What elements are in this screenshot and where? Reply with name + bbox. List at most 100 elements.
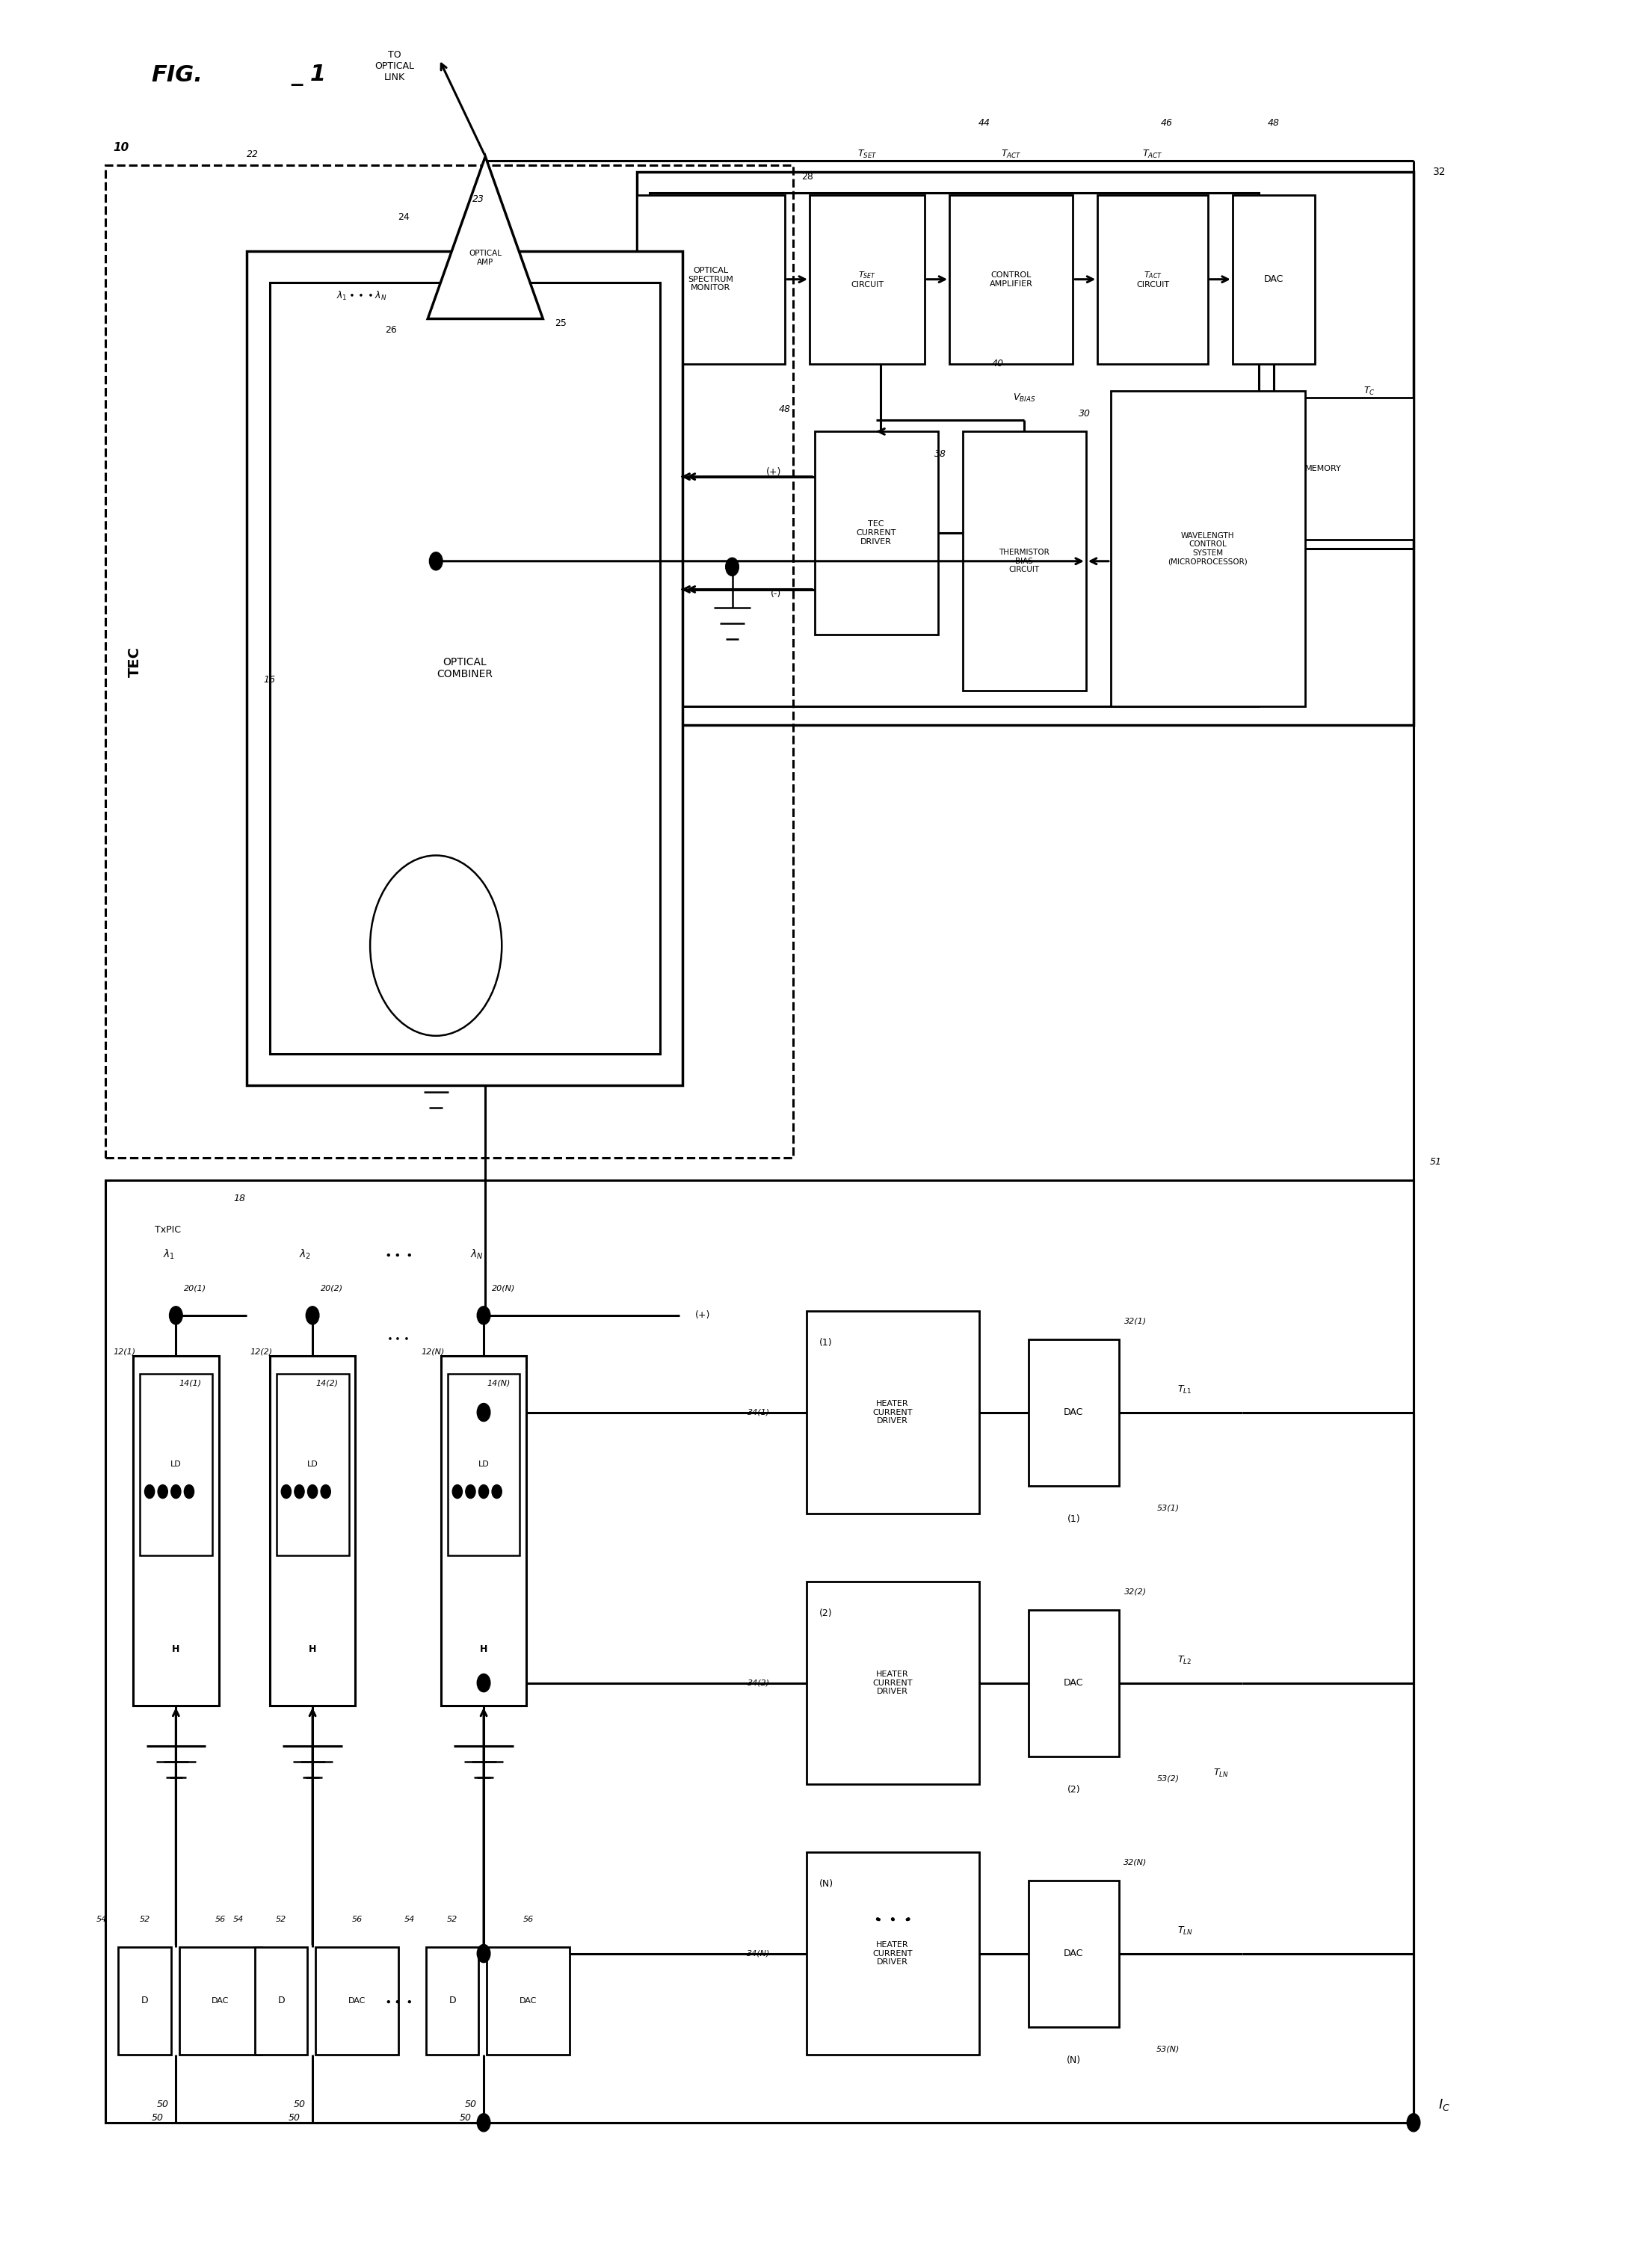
Text: 22: 22 — [246, 149, 259, 158]
Bar — [468, 332, 504, 382]
Circle shape — [477, 1307, 491, 1325]
Bar — [276, 1372, 349, 1556]
Text: 16: 16 — [263, 674, 276, 685]
Text: (N): (N) — [1067, 2055, 1080, 2067]
Circle shape — [430, 552, 443, 570]
Bar — [269, 1357, 355, 1705]
Text: 50: 50 — [294, 2100, 306, 2110]
Text: OPTICAL
AMP: OPTICAL AMP — [469, 249, 502, 267]
Text: $I_C$: $I_C$ — [1439, 2098, 1450, 2112]
Text: DAC: DAC — [211, 1996, 230, 2006]
Text: 34(1): 34(1) — [747, 1409, 770, 1415]
Text: 53(1): 53(1) — [1156, 1504, 1180, 1513]
Text: 56: 56 — [215, 1915, 226, 1924]
Text: OPTICAL
COMBINER: OPTICAL COMBINER — [436, 658, 492, 681]
Bar — [1029, 1881, 1118, 2026]
Text: 12(N): 12(N) — [421, 1348, 444, 1354]
Text: 48: 48 — [778, 405, 791, 414]
Text: H: H — [309, 1644, 317, 1655]
Text: 51: 51 — [1431, 1158, 1442, 1167]
Bar — [140, 1372, 211, 1556]
Bar — [1110, 391, 1305, 708]
Text: 50: 50 — [157, 2100, 169, 2110]
Text: 54: 54 — [96, 1915, 107, 1924]
Bar — [806, 1580, 980, 1784]
Text: $T_{SET}$
CIRCUIT: $T_{SET}$ CIRCUIT — [851, 269, 884, 289]
Circle shape — [145, 1485, 155, 1499]
Text: LD: LD — [307, 1461, 319, 1467]
Circle shape — [477, 1673, 491, 1691]
Circle shape — [477, 1944, 491, 1963]
Text: 20(1): 20(1) — [183, 1284, 206, 1291]
Text: 32(2): 32(2) — [1123, 1587, 1146, 1596]
Text: TO
OPTICAL
LINK: TO OPTICAL LINK — [375, 50, 415, 81]
Text: $\bullet\bullet\bullet$: $\bullet\bullet\bullet$ — [387, 1334, 410, 1343]
Bar — [448, 1372, 520, 1556]
Text: 36: 36 — [370, 945, 382, 954]
Text: 46: 46 — [1161, 118, 1173, 127]
Text: $\lambda_1 \bullet\bullet\bullet \lambda_N$: $\lambda_1 \bullet\bullet\bullet \lambda… — [337, 289, 387, 303]
Text: 48: 48 — [1267, 118, 1280, 127]
Text: 54: 54 — [233, 1915, 244, 1924]
Text: $T_{SET}$: $T_{SET}$ — [857, 149, 877, 161]
Text: $\bullet$  $\bullet$  $\bullet$: $\bullet$ $\bullet$ $\bullet$ — [874, 1913, 912, 1926]
Bar — [1232, 194, 1315, 364]
Text: $\lambda_1$: $\lambda_1$ — [164, 1248, 175, 1262]
Bar — [1029, 1610, 1118, 1757]
Text: DAC: DAC — [1064, 1678, 1084, 1687]
Circle shape — [453, 1485, 463, 1499]
Text: DAC: DAC — [519, 1996, 537, 2006]
Circle shape — [466, 1485, 476, 1499]
Circle shape — [307, 1485, 317, 1499]
Text: (N): (N) — [819, 1879, 833, 1888]
Text: 34(2): 34(2) — [747, 1680, 770, 1687]
Text: (1): (1) — [1067, 1515, 1080, 1524]
Text: 50: 50 — [289, 2114, 301, 2123]
Text: $T_C$: $T_C$ — [1363, 384, 1374, 396]
Text: DAC: DAC — [1064, 1949, 1084, 1958]
Circle shape — [477, 2114, 491, 2132]
Text: $\bullet\bullet\bullet$: $\bullet\bullet\bullet$ — [385, 1248, 411, 1259]
Text: 53(2): 53(2) — [1156, 1775, 1180, 1782]
Text: 14(2): 14(2) — [316, 1379, 339, 1386]
Text: $T_{L1}$: $T_{L1}$ — [1178, 1384, 1193, 1395]
Bar — [814, 432, 938, 635]
Bar — [649, 192, 1259, 708]
Circle shape — [492, 1485, 502, 1499]
Circle shape — [294, 1485, 304, 1499]
Text: 25: 25 — [555, 319, 567, 328]
Text: 54: 54 — [405, 1915, 415, 1924]
Text: TEC: TEC — [127, 647, 142, 676]
Text: 23: 23 — [472, 194, 484, 203]
Text: 53(N): 53(N) — [1156, 2046, 1180, 2053]
Circle shape — [477, 1404, 491, 1422]
Text: 32: 32 — [1434, 167, 1447, 176]
Text: 12(2): 12(2) — [249, 1348, 273, 1354]
Text: 14(N): 14(N) — [487, 1379, 510, 1386]
Text: 40: 40 — [991, 359, 1003, 369]
Text: 52: 52 — [448, 1915, 458, 1924]
Text: HEATER
CURRENT
DRIVER: HEATER CURRENT DRIVER — [872, 1942, 912, 1965]
Bar — [1232, 398, 1414, 540]
Bar — [963, 432, 1085, 692]
Text: (+): (+) — [695, 1311, 710, 1320]
Text: FIG.: FIG. — [152, 63, 203, 86]
Circle shape — [479, 1485, 489, 1499]
Circle shape — [370, 855, 502, 1036]
Text: 32(1): 32(1) — [1123, 1318, 1146, 1325]
Text: D: D — [140, 1996, 149, 2006]
Text: 38: 38 — [933, 450, 947, 459]
Text: 30: 30 — [1079, 409, 1090, 418]
Text: DAC: DAC — [1264, 274, 1284, 285]
Text: $T_{ACT}$
CIRCUIT: $T_{ACT}$ CIRCUIT — [1137, 269, 1170, 289]
Bar — [1097, 194, 1208, 364]
Text: 20(N): 20(N) — [492, 1284, 515, 1291]
Circle shape — [306, 1307, 319, 1325]
Bar — [441, 1357, 527, 1705]
Bar — [106, 1180, 1414, 2123]
Text: TxPIC: TxPIC — [155, 1225, 180, 1235]
Text: LD: LD — [477, 1461, 489, 1467]
Text: 50: 50 — [464, 2100, 476, 2110]
Bar — [178, 1947, 261, 2055]
Text: (2): (2) — [819, 1608, 833, 1619]
